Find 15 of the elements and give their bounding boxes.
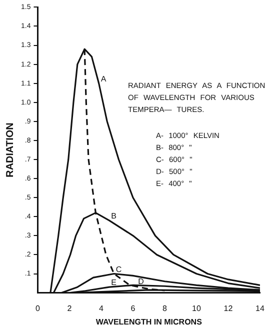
- annotation: C: [116, 264, 122, 274]
- x-tick-label: 10: [192, 304, 202, 313]
- annotation: E: [111, 278, 117, 288]
- x-axis-title: WAVELENGTH IN MICRONS: [96, 317, 203, 326]
- annotation: A: [100, 74, 107, 84]
- x-tick-label: 14: [256, 304, 265, 313]
- x-tick-label: 0: [36, 304, 41, 313]
- y-axis-title: RADIATION: [4, 122, 16, 178]
- x-tick-label: 12: [224, 304, 234, 313]
- x-tick-label: 4: [99, 304, 104, 313]
- x-tick-label: 6: [130, 304, 136, 313]
- annotation: D: [138, 276, 144, 286]
- annotation: B: [111, 211, 117, 220]
- x-tick-label: 2: [67, 304, 72, 313]
- x-tick-label: 8: [162, 304, 168, 313]
